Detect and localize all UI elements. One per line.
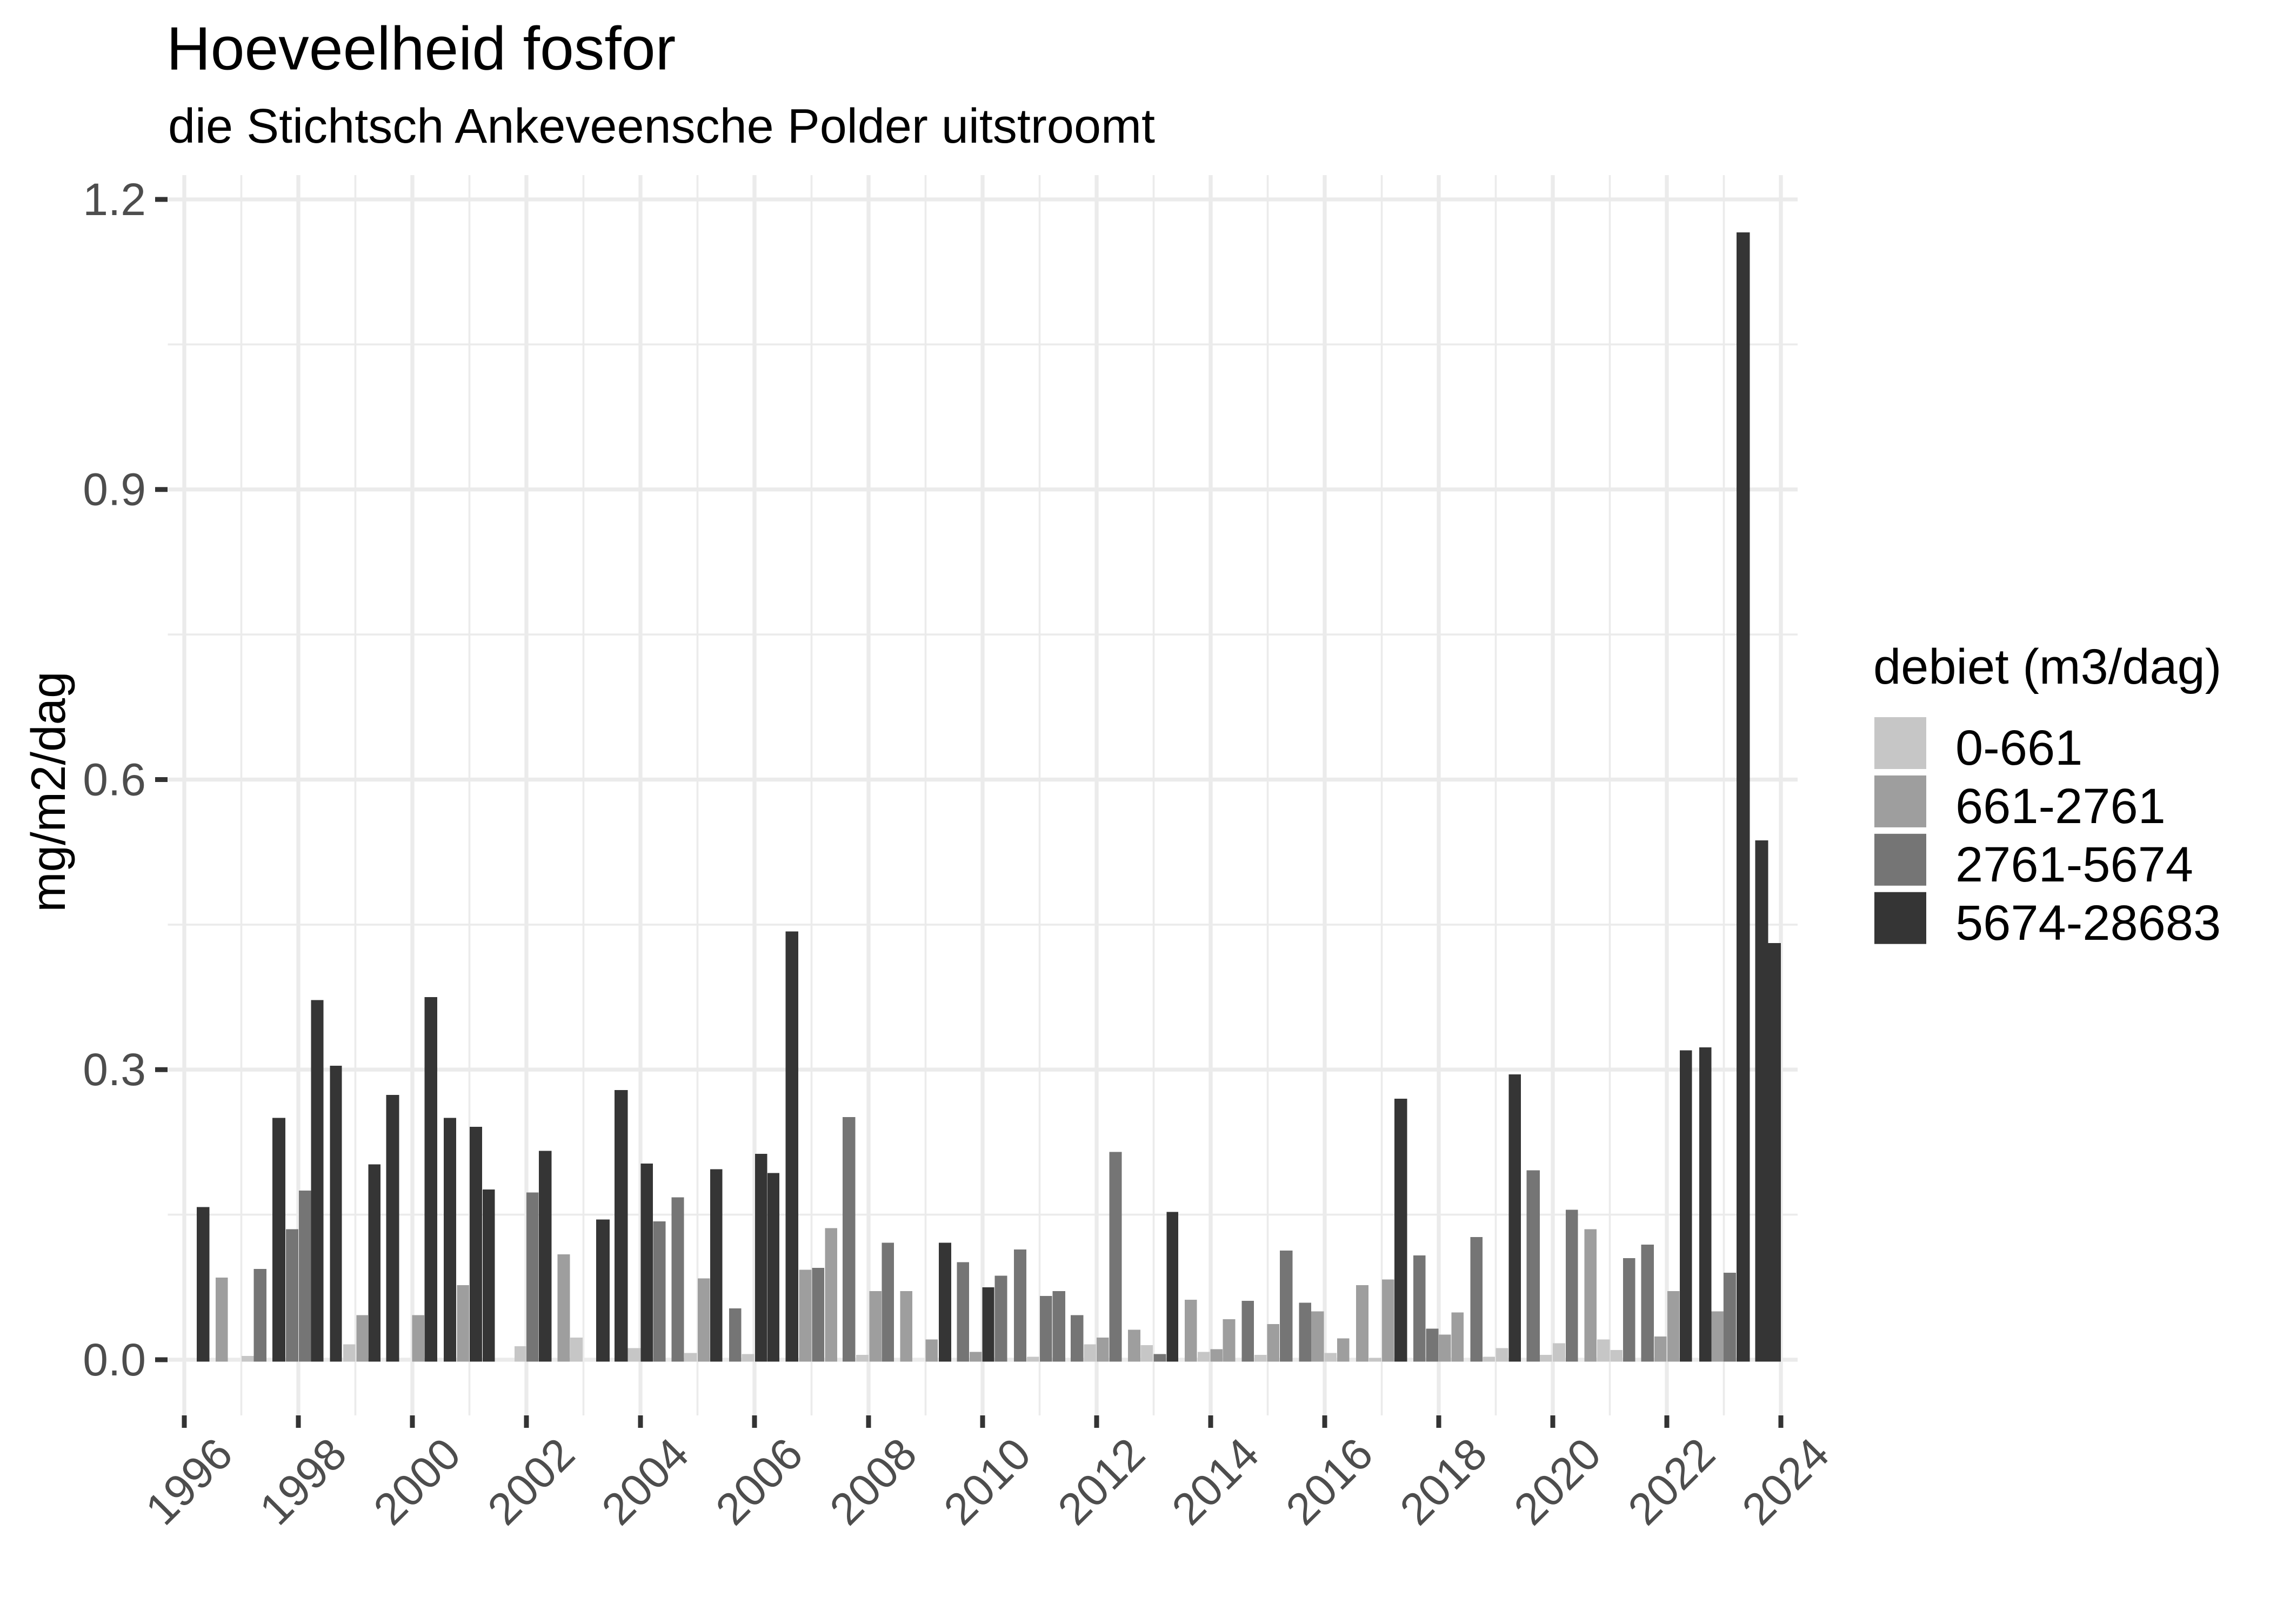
svg-text:0.0: 0.0	[83, 1334, 146, 1385]
svg-text:mg/m2/dag: mg/m2/dag	[21, 671, 75, 912]
svg-text:0.9: 0.9	[83, 464, 146, 515]
svg-text:0.6: 0.6	[83, 754, 146, 805]
svg-text:5674-28683: 5674-28683	[1955, 895, 2221, 951]
svg-text:2761-5674: 2761-5674	[1955, 837, 2193, 892]
svg-text:debiet (m3/dag): debiet (m3/dag)	[1873, 639, 2221, 694]
svg-text:1.2: 1.2	[83, 174, 146, 225]
svg-text:die Stichtsch Ankeveensche Pol: die Stichtsch Ankeveensche Polder uitstr…	[168, 99, 1155, 153]
svg-text:661-2761: 661-2761	[1955, 779, 2166, 834]
svg-text:Hoeveelheid fosfor: Hoeveelheid fosfor	[166, 15, 676, 83]
svg-text:0-661: 0-661	[1955, 720, 2082, 776]
svg-text:0.3: 0.3	[83, 1044, 146, 1095]
